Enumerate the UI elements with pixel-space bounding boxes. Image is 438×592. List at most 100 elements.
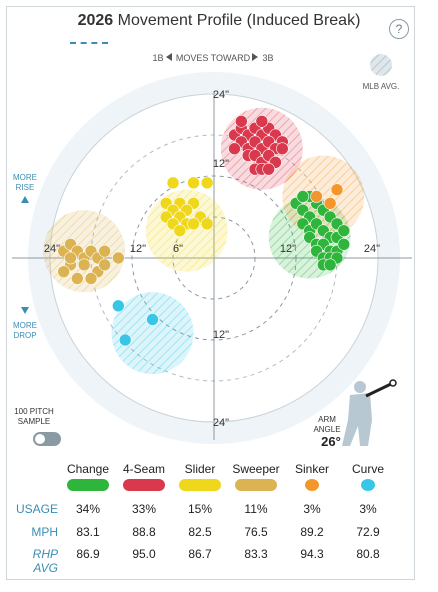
pitch-point-sweeper[interactable]	[98, 244, 111, 258]
moves-toward-label: MOVES TOWARD	[176, 53, 251, 63]
mlb-avg-label: MLB AVG.	[363, 82, 400, 91]
pitch-point-sweeper[interactable]	[98, 258, 111, 272]
moves-toward-right: 3B	[262, 53, 273, 63]
pitch-toggle-sinker[interactable]	[305, 479, 319, 491]
usage-value: 33%	[131, 502, 157, 516]
pitch-point-sinker[interactable]	[310, 190, 323, 203]
pitch-name-row: Change 4-Seam Slider Sweeper Sinker Curve	[10, 462, 410, 480]
rhp-avg-value: 80.8	[356, 547, 380, 561]
pitch-name-sweeper[interactable]: Sweeper	[232, 462, 280, 476]
more-drop-label-1: MORE	[13, 321, 37, 330]
more-drop-label-2: DROP	[13, 331, 36, 340]
mph-value: 82.5	[188, 525, 212, 539]
pitch-name-4-seam[interactable]: 4-Seam	[122, 462, 166, 476]
row-label-rhp: RHP AVG	[32, 547, 58, 575]
pitch-toggle-curve[interactable]	[361, 479, 375, 491]
ring-label-bottom24: 24"	[213, 417, 229, 429]
pitch-name-slider[interactable]: Slider	[184, 462, 216, 476]
ring-label-top12: 12"	[213, 158, 229, 170]
pitch-point-4-seam[interactable]	[255, 115, 269, 128]
arrow-up-icon	[21, 196, 29, 203]
row-label-usage: USAGE	[15, 502, 58, 516]
pitch-point-slider[interactable]	[187, 176, 200, 190]
ring-label-right24: 24"	[364, 243, 380, 255]
mph-value: 76.5	[244, 525, 268, 539]
usage-value: 3%	[303, 502, 321, 516]
pitch-point-curve[interactable]	[118, 333, 132, 347]
arm-angle-label-1: ARM	[318, 415, 336, 424]
rhp-avg-value: 94.3	[300, 547, 324, 561]
usage-row: USAGE 34% 33% 15% 11% 3% 3%	[10, 502, 410, 520]
pitch-point-slider[interactable]	[200, 217, 214, 231]
more-rise-label-2: RISE	[16, 183, 35, 192]
page-title: 2026 Movement Profile (Induced Break)	[0, 12, 438, 30]
arrow-down-icon	[21, 307, 29, 314]
ring-label-right12: 12"	[280, 243, 296, 255]
moves-toward-left: 1B	[152, 53, 163, 63]
mph-row: MPH 83.1 88.8 82.5 76.5 89.2 72.9	[10, 525, 410, 543]
pitch-name-change[interactable]: Change	[66, 462, 110, 476]
ring-label-bottom12: 12"	[213, 329, 229, 341]
sample-label-1: 100 PITCH	[14, 407, 54, 416]
mlb-avg-zone-sinker	[282, 155, 365, 238]
pitch-toggle-change[interactable]	[67, 479, 109, 491]
pitch-point-curve[interactable]	[146, 313, 159, 326]
pitch-point-4-seam[interactable]	[262, 162, 275, 176]
pitch-point-sweeper[interactable]	[112, 251, 125, 265]
usage-value: 3%	[359, 502, 377, 516]
pitch-point-4-seam[interactable]	[235, 115, 248, 128]
rhp-avg-value: 83.3	[244, 547, 268, 561]
pitch-name-curve[interactable]: Curve	[351, 462, 384, 476]
row-label-mph: MPH	[31, 525, 58, 539]
pitch-point-slider[interactable]	[173, 224, 187, 237]
arrow-right-icon	[252, 53, 258, 61]
pitch-point-slider[interactable]	[200, 176, 214, 190]
pitch-point-change[interactable]	[296, 190, 310, 203]
pitch-point-sinker[interactable]	[323, 197, 337, 210]
pitch-point-slider[interactable]	[187, 217, 200, 231]
rhp-avg-value: 95.0	[132, 547, 156, 561]
pitch-point-sweeper[interactable]	[64, 251, 77, 265]
pitch-point-4-seam[interactable]	[276, 142, 289, 155]
usage-value: 11%	[244, 502, 268, 516]
question-circle-icon[interactable]: ?	[389, 19, 409, 39]
rhp-avg-row: RHP AVG 86.9 95.0 86.7 83.3 94.3 80.8	[10, 547, 410, 575]
pitch-toggle-4-seam[interactable]	[123, 479, 165, 491]
pitch-point-curve[interactable]	[112, 299, 125, 313]
pitch-point-sinker[interactable]	[330, 183, 344, 196]
year-dropdown-indicator[interactable]	[70, 42, 108, 44]
arrow-left-icon	[166, 53, 172, 61]
sample-label-2: SAMPLE	[18, 417, 50, 426]
pitch-point-change[interactable]	[337, 238, 351, 251]
pitcher-silhouette-icon	[342, 379, 397, 446]
pitch-point-sweeper[interactable]	[84, 272, 98, 285]
pitch-toggle-sweeper[interactable]	[235, 479, 277, 491]
pitch-point-slider[interactable]	[166, 176, 180, 190]
more-rise-label-1: MORE	[13, 173, 37, 182]
mph-value: 88.8	[132, 525, 156, 539]
pitch-points-layer	[57, 115, 351, 347]
title-year: 2026	[77, 12, 114, 29]
ring-label-left12: 12"	[130, 243, 146, 255]
arm-angle-value: 26°	[321, 434, 341, 449]
pitch-point-change[interactable]	[337, 224, 351, 237]
mph-value: 72.9	[356, 525, 380, 539]
mlb-avg-legend-swatch	[370, 54, 392, 76]
ring-label-left24: 24"	[44, 243, 60, 255]
pitch-point-change[interactable]	[323, 258, 337, 272]
mph-value: 89.2	[300, 525, 324, 539]
pitch-point-4-seam[interactable]	[228, 142, 241, 155]
rhp-avg-value: 86.7	[188, 547, 212, 561]
pitch-point-sweeper[interactable]	[57, 265, 70, 278]
ring-label-left6: 6"	[173, 243, 183, 255]
toggle-knob	[35, 434, 45, 444]
pitch-name-sinker[interactable]: Sinker	[294, 462, 329, 476]
pitch-sample-toggle[interactable]	[33, 432, 61, 446]
pitch-pill-row	[10, 479, 410, 497]
title-text: Movement Profile (Induced Break)	[117, 12, 361, 29]
pitch-toggle-slider[interactable]	[179, 479, 221, 491]
pitch-point-sweeper[interactable]	[71, 272, 84, 285]
pitch-point-sweeper[interactable]	[77, 258, 91, 272]
arm-angle-label-2: ANGLE	[313, 425, 340, 434]
